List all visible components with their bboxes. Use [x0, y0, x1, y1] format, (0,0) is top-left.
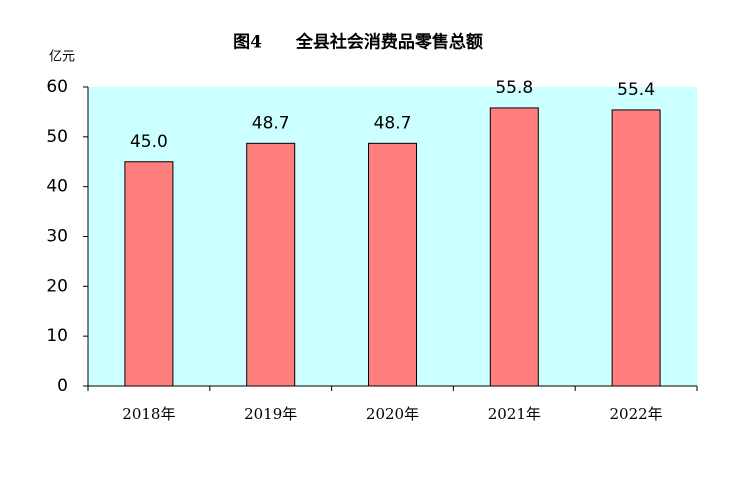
y-tick-label: 60 — [46, 77, 68, 97]
bar — [368, 142, 417, 387]
bar — [246, 142, 296, 387]
x-tick-label: 2020年 — [366, 405, 419, 423]
x-tick-label: 2019年 — [244, 405, 297, 423]
chart-title: 图4 全县社会消费品零售总额 — [233, 32, 483, 53]
bar — [489, 107, 539, 387]
y-unit: 亿元 — [49, 50, 75, 65]
x-tick-label: 2018年 — [122, 405, 175, 423]
y-tick-label: 40 — [46, 177, 68, 197]
y-tick-label: 50 — [46, 127, 68, 147]
y-tick-label: 30 — [46, 227, 68, 247]
x-tick-label: 2022年 — [610, 405, 663, 423]
bar — [611, 109, 661, 387]
bar — [124, 161, 174, 387]
x-tick-label: 2021年 — [488, 405, 541, 423]
value-label: 55.8 — [495, 78, 533, 98]
value-label: 48.7 — [374, 113, 412, 133]
value-label: 45.0 — [130, 132, 168, 152]
y-tick-label: 20 — [46, 276, 68, 296]
y-tick-label: 0 — [57, 376, 68, 396]
y-tick-label: 10 — [46, 326, 68, 346]
value-label: 55.4 — [617, 80, 655, 100]
value-label: 48.7 — [252, 113, 290, 133]
